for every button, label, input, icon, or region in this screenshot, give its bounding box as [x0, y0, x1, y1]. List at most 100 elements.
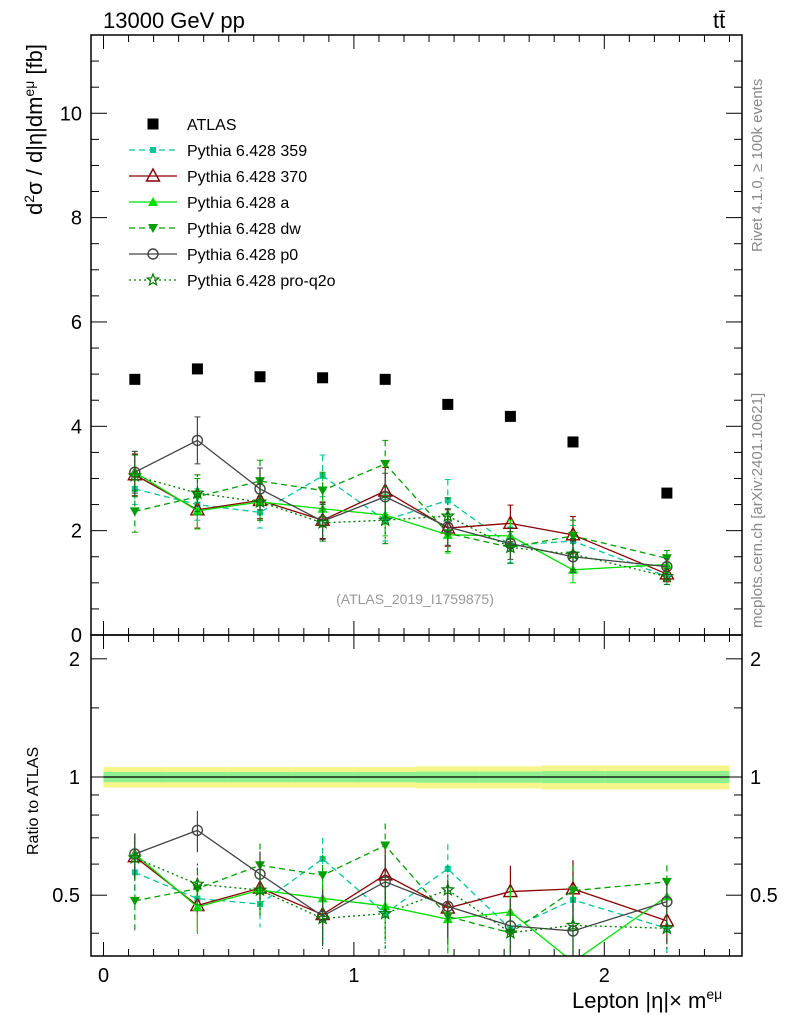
atlas-point [661, 487, 673, 499]
atlas-point [379, 373, 391, 385]
x-tick-label: 2 [599, 965, 610, 987]
ratio-series-group [127, 810, 675, 966]
atlas-point [191, 363, 203, 375]
atlas-point [254, 371, 266, 383]
ratio-point-pp0 [129, 848, 141, 860]
ratio-point-pp0 [191, 824, 204, 837]
ratio-point-pdw [661, 877, 672, 887]
mc-series [127, 416, 675, 585]
y-tick-label: 4 [71, 416, 82, 438]
header-process: tt̄ [713, 8, 725, 33]
ratio-tick-label-left: 1 [69, 767, 80, 789]
series-line-pdw [134, 463, 668, 559]
legend-label-pp0: Pythia 6.428 p0 [187, 247, 298, 264]
rivet-label: Rivet 4.1.0, ≥ 100k events [749, 79, 766, 252]
ratio-point-pq2o [127, 850, 143, 865]
ratio-point-pdw [129, 896, 140, 906]
series-line-p370 [134, 474, 668, 575]
series-pa [129, 450, 672, 584]
ratio-point-pp0 [661, 895, 673, 908]
ratio-point-pq2o [503, 925, 518, 940]
x-tick-label: 1 [348, 965, 359, 987]
ratio-ylabel: Ratio to ATLAS [25, 747, 42, 855]
point-pp0 [442, 521, 454, 533]
ratio-uncertainty-band [103, 765, 730, 790]
point-pq2o [377, 512, 393, 527]
main-ylabel: d2σ / d|η|dmeμ [fb] [21, 44, 47, 215]
ratio-pq2o [127, 836, 675, 956]
ratio-point-pq2o [440, 882, 456, 897]
ratio-series [127, 810, 675, 966]
legend-marker-pq2o [145, 272, 161, 287]
ratio-point-pq2o [377, 905, 393, 920]
atlas-point [317, 372, 329, 384]
ratio-point-pq2o [190, 876, 205, 891]
ratio-point-pq2o [315, 910, 330, 925]
legend-label-atlas: ATLAS [187, 117, 237, 134]
ratio-point-pdw [317, 871, 328, 881]
analysis-watermark: (ATLAS_2019_I1759875) [336, 591, 494, 607]
point-pq2o [127, 468, 143, 483]
ratio-line-pdw [134, 844, 667, 934]
ratio-point-pq2o [565, 917, 581, 932]
ratio-pp0 [129, 810, 673, 956]
point-pq2o [252, 494, 268, 509]
atlas-data-points [129, 363, 673, 499]
ratio-point-pdw [380, 841, 391, 851]
point-pq2o [190, 485, 205, 500]
ratio-tick-label-right: 1 [750, 767, 761, 789]
series-line-p359 [134, 475, 668, 578]
ratio-tick-label-left: 0.5 [52, 885, 80, 907]
series-pq2o [127, 454, 675, 585]
x-tick-label: 0 [98, 965, 109, 987]
ratio-point-pa [192, 901, 203, 911]
point-pp0 [567, 551, 579, 563]
series-line-pp0 [134, 439, 667, 568]
legend-label-pa: Pythia 6.428 a [187, 195, 289, 212]
ratio-line-pq2o [134, 857, 667, 934]
ratio-tick-label-right: 2 [750, 649, 761, 671]
ratio-line-pa [134, 853, 668, 956]
legend-label-pdw: Pythia 6.428 dw [187, 221, 301, 238]
y-tick-label: 8 [71, 208, 82, 230]
legend-marker-atlas [147, 118, 159, 130]
ratio-tick-label-right: 0.5 [750, 885, 778, 907]
ratio-tick-label-left: 2 [69, 649, 80, 671]
ratio-line-pp0 [134, 829, 668, 932]
ratio-point-pq2o [252, 882, 268, 897]
series-line-pq2o [134, 475, 668, 578]
header-energy: 13000 GeV pp [103, 8, 245, 33]
point-pq2o [315, 515, 330, 530]
legend-marker-pa [148, 197, 158, 206]
ratio-p370 [127, 835, 675, 945]
ratio-point-pq2o [659, 920, 675, 935]
point-pq2o [440, 508, 456, 523]
point-pdw [317, 486, 328, 496]
legend-label-p359: Pythia 6.428 359 [187, 143, 307, 160]
point-pdw [380, 459, 391, 469]
legend-marker-pdw [148, 224, 158, 233]
point-pp0 [191, 434, 204, 447]
point-pp0 [129, 466, 141, 478]
legend-marker-p370 [145, 167, 161, 182]
point-pq2o [659, 568, 675, 583]
point-pq2o [565, 546, 581, 561]
ratio-point-pa [568, 957, 578, 966]
atlas-point [567, 436, 579, 448]
atlas-point [504, 410, 516, 422]
atlas-point [442, 398, 454, 410]
y-tick-label: 6 [71, 312, 82, 334]
y-tick-label: 0 [71, 625, 82, 647]
point-p359 [444, 497, 451, 504]
legend-label-p370: Pythia 6.428 370 [187, 169, 307, 186]
atlas-point [129, 373, 141, 385]
legend-label-pq2o: Pythia 6.428 pro-q2o [187, 273, 336, 290]
ratio-pa [129, 833, 672, 966]
y-tick-label: 2 [71, 521, 82, 543]
ratio-point-p370 [659, 912, 675, 927]
ratio-plot-frame [90, 634, 743, 957]
series-p370 [127, 453, 675, 583]
series-pp0 [129, 416, 673, 575]
